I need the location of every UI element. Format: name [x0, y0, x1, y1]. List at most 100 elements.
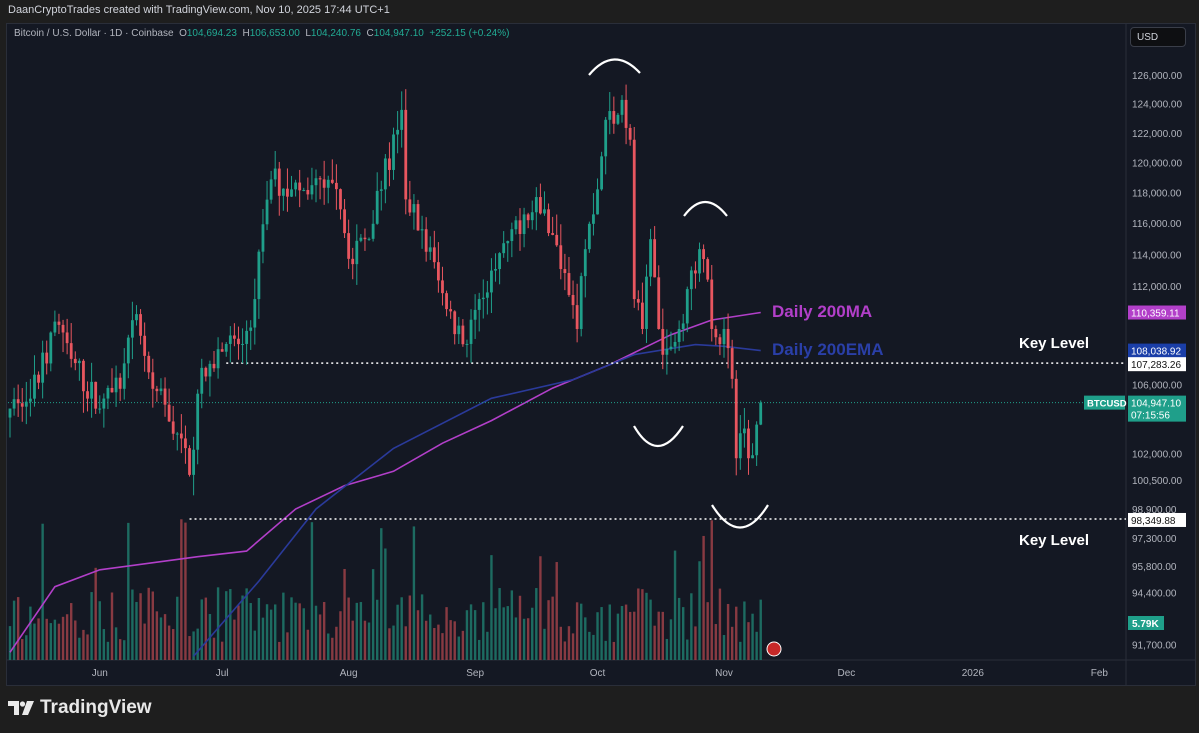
candle-body [118, 377, 122, 389]
candle-body [343, 209, 346, 234]
open-label: O [179, 28, 187, 39]
candle-body [420, 229, 424, 231]
tradingview-logo[interactable]: TradingView [8, 697, 152, 719]
candle-body [294, 182, 297, 190]
candle-body [669, 346, 673, 349]
candle-body [559, 245, 563, 270]
candle-body [212, 363, 216, 369]
candle-body [416, 204, 420, 231]
volume-bar [298, 603, 301, 660]
time-axis: Jun Jul Aug Sep Oct Nov Dec 2026 Feb [92, 668, 1109, 679]
candle-body [481, 297, 485, 300]
candle-body [636, 299, 640, 303]
volume-bar [743, 601, 746, 660]
volume-bar [612, 641, 616, 660]
key-level-tag-bg [1128, 512, 1186, 527]
volume-bar [343, 568, 346, 660]
candle-body [347, 233, 351, 259]
volume-bar [506, 606, 509, 660]
candle-body [620, 99, 624, 115]
candle-body [335, 182, 338, 190]
volume-bar [616, 613, 620, 660]
volume-bar [249, 603, 252, 660]
candle-body [551, 233, 555, 235]
time-tick-label: Aug [340, 668, 358, 679]
candle-body [204, 367, 208, 377]
high-label: H [242, 28, 250, 39]
volume-bar [429, 614, 432, 660]
volume-bar [543, 628, 546, 660]
volume-bar [200, 599, 203, 660]
volume-bar [531, 607, 534, 660]
volume-bar [37, 618, 40, 660]
volume-bar [57, 623, 61, 660]
candle-body [494, 269, 497, 271]
price-tick-label: 114,000.00 [1132, 250, 1182, 261]
candle-body [330, 179, 334, 183]
candle-body [465, 343, 469, 345]
candle-body [302, 189, 306, 191]
candle-body [681, 323, 685, 329]
candle-body [286, 188, 289, 197]
candle-body [534, 197, 538, 213]
candle-body [163, 388, 167, 405]
candle-body [379, 189, 383, 191]
volume-bar [110, 592, 114, 660]
volume-bar [396, 604, 399, 660]
candle-body [714, 328, 718, 338]
volume-bar [12, 600, 16, 660]
volume-bar [180, 519, 183, 660]
volume-bar [41, 523, 44, 660]
volume-bar [347, 597, 350, 660]
symbol-title[interactable]: Bitcoin / U.S. Dollar · 1D · Coinbase [14, 28, 174, 39]
volume-bar [384, 548, 387, 660]
time-tick-label: Feb [1091, 668, 1109, 679]
currency-button[interactable]: USD [1130, 27, 1186, 47]
annotation-200ma: Daily 200MA [772, 302, 872, 321]
volume-bar [661, 611, 664, 660]
key-level-tag: 98,349.88 [1131, 516, 1176, 527]
ma-price-tag: 110,359.11 [1131, 309, 1180, 320]
volume-bar [351, 620, 354, 660]
candle-body [563, 269, 567, 274]
volume-bar [494, 608, 497, 660]
candle-body [506, 241, 510, 244]
candle-body [571, 294, 575, 306]
annotation-200ema: Daily 200EMA [772, 340, 884, 359]
candle-body [359, 237, 363, 241]
candle-body [718, 337, 722, 345]
volume-bar [131, 589, 134, 660]
price-tick-label: 94,400.00 [1132, 588, 1177, 599]
bottom-arc [633, 425, 684, 447]
volume-bar [371, 569, 375, 660]
volume-bar [657, 611, 660, 660]
volume-bar [645, 592, 648, 660]
volume-bar [624, 604, 628, 660]
volume-bar [449, 620, 452, 660]
volume-bar [751, 613, 754, 660]
high-value: 106,653.00 [249, 28, 300, 39]
candle-body [677, 328, 681, 342]
tradingview-logo-icon [8, 701, 34, 715]
candle-body [473, 309, 477, 320]
volume-bar [253, 630, 256, 660]
candle-body [363, 237, 367, 240]
volume-bar [698, 561, 701, 660]
candle-body [539, 197, 542, 214]
candle-body [726, 328, 730, 349]
volume-bar [192, 631, 195, 660]
volume-bar [404, 626, 407, 660]
volume-bar [755, 631, 758, 660]
volume-bar [608, 604, 611, 660]
candle-body [383, 158, 387, 190]
chart-panel[interactable] [6, 23, 1196, 686]
volume-bar [225, 591, 228, 660]
candle-body [290, 189, 293, 197]
candle-body [318, 178, 322, 180]
candles [8, 84, 763, 496]
candle-body [579, 276, 583, 329]
volume-bar [465, 610, 469, 660]
candle-body [747, 428, 750, 459]
volume-bar [82, 629, 85, 660]
